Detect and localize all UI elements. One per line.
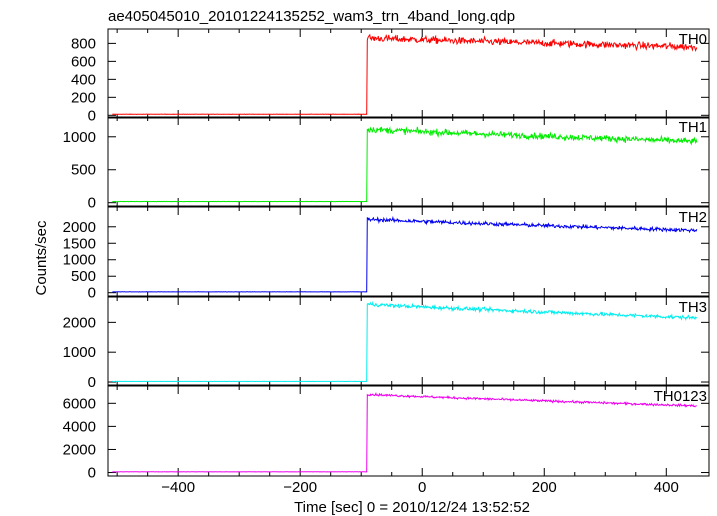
y-tick-label: 800 — [71, 35, 96, 52]
y-tick-label: 1000 — [63, 252, 96, 269]
series-name-th0123: TH0123 — [654, 388, 707, 405]
y-tick-label: 2000 — [63, 219, 96, 236]
series-name-th3: TH3 — [679, 299, 707, 316]
y-tick-label: 600 — [71, 53, 96, 70]
series-name-th1: TH1 — [679, 119, 707, 136]
panel-th1: 0 500 1000 TH1 — [63, 116, 710, 212]
panel-frame — [107, 116, 710, 207]
y-tick-label: 1000 — [63, 344, 96, 361]
y-tick-label: 4000 — [63, 418, 96, 435]
panel-frame — [107, 28, 710, 119]
series-line-th3 — [112, 300, 698, 383]
panel-th3: 0 1000 2000 TH3 — [63, 296, 710, 391]
y-tick-label: 500 — [71, 268, 96, 285]
x-tick-label: −200 — [283, 479, 317, 496]
x-axis-label: Time [sec] 0 = 2010/12/24 13:52:52 — [294, 499, 530, 516]
panel-th0123: 0 2000 4000 6000 TH0123 — [63, 385, 710, 482]
y-tick-label: 500 — [71, 162, 96, 179]
panel-frame — [107, 385, 710, 477]
y-tick-label: 200 — [71, 89, 96, 106]
y-tick-label: 0 — [88, 465, 96, 482]
y-tick-label: 400 — [71, 71, 96, 88]
y-tick-label: 6000 — [63, 395, 96, 412]
y-tick-label: 0 — [88, 107, 96, 124]
x-tick-label: 200 — [532, 479, 557, 496]
panel-frame — [107, 296, 710, 386]
series-line-th0 — [112, 33, 698, 116]
x-tick-label: 400 — [654, 479, 679, 496]
x-tick-label: 0 — [418, 479, 426, 496]
x-tick-label: −400 — [161, 479, 195, 496]
y-tick-label: 0 — [88, 285, 96, 302]
panel-frame — [107, 206, 710, 297]
series-line-th0123 — [112, 392, 697, 473]
y-axis-label: Counts/sec — [33, 220, 50, 296]
series-line-th1 — [112, 126, 698, 203]
y-tick-label: 1500 — [63, 235, 96, 252]
y-tick-label: 0 — [88, 374, 96, 391]
series-name-th2: TH2 — [679, 209, 707, 226]
series-line-th2 — [112, 215, 698, 293]
chart-title: ae405045010_20101224135252_wam3_trn_4ban… — [108, 8, 515, 25]
y-tick-label: 1000 — [63, 129, 96, 146]
y-tick-label: 2000 — [63, 441, 96, 458]
y-tick-label: 2000 — [63, 314, 96, 331]
y-tick-label: 0 — [88, 195, 96, 212]
series-name-th0: TH0 — [679, 31, 707, 48]
